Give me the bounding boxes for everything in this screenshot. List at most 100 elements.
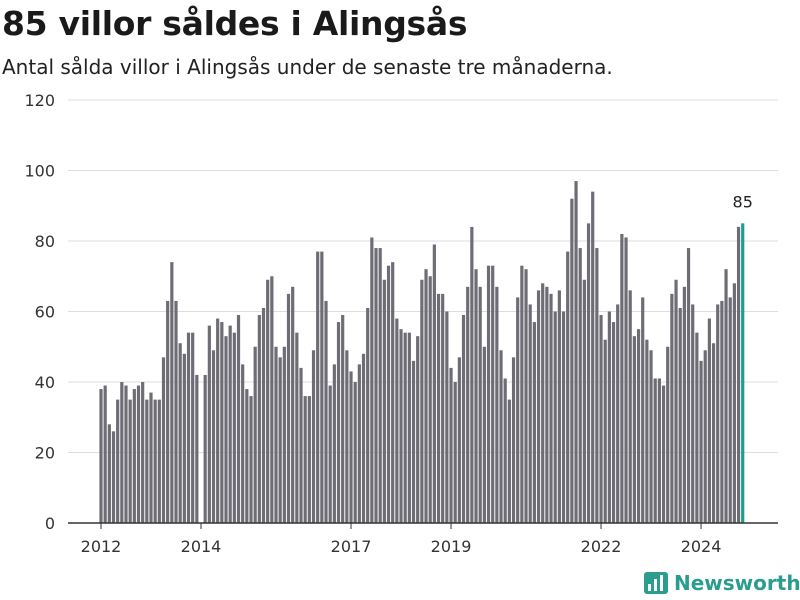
bar bbox=[695, 332, 699, 523]
bar bbox=[574, 181, 578, 523]
bar bbox=[566, 251, 570, 523]
newsworthy-logo: Newsworthy bbox=[644, 568, 800, 598]
bar bbox=[470, 226, 474, 523]
y-tick-label: 60 bbox=[35, 303, 55, 322]
chart-subtitle: Antal sålda villor i Alingsås under de s… bbox=[2, 55, 613, 79]
highlight-value-label: 85 bbox=[733, 192, 753, 211]
bar bbox=[495, 286, 499, 523]
bar bbox=[474, 269, 478, 523]
bar bbox=[211, 350, 216, 523]
bar bbox=[116, 399, 120, 523]
bar bbox=[182, 353, 186, 523]
bar bbox=[357, 364, 361, 523]
bar bbox=[157, 399, 161, 523]
bar bbox=[653, 378, 657, 523]
bar bbox=[732, 283, 736, 523]
bar bbox=[399, 329, 403, 523]
x-tick-label: 2019 bbox=[431, 537, 472, 556]
bar bbox=[586, 223, 591, 523]
bar bbox=[728, 297, 732, 523]
bar bbox=[316, 251, 320, 523]
bar bbox=[436, 293, 441, 523]
bar bbox=[261, 307, 266, 523]
bar bbox=[353, 382, 357, 523]
bar bbox=[557, 290, 561, 523]
bar bbox=[666, 346, 670, 523]
bar bbox=[520, 265, 524, 523]
bar bbox=[678, 307, 682, 523]
bar bbox=[257, 315, 261, 523]
bar bbox=[207, 325, 211, 523]
bar bbox=[516, 297, 520, 523]
bar bbox=[720, 300, 724, 523]
bar bbox=[391, 262, 395, 523]
bar bbox=[141, 382, 145, 523]
bar bbox=[482, 346, 486, 523]
bar bbox=[699, 360, 703, 523]
bar bbox=[570, 198, 574, 523]
bar bbox=[245, 389, 249, 523]
newsworthy-logo-text: Newsworthy bbox=[674, 571, 800, 595]
x-tick-label: 2024 bbox=[681, 537, 722, 556]
bar bbox=[249, 396, 253, 523]
bar bbox=[153, 399, 157, 523]
bar bbox=[628, 290, 632, 523]
bar bbox=[107, 424, 111, 523]
bar bbox=[295, 332, 299, 523]
bar bbox=[286, 293, 291, 523]
bar bbox=[216, 318, 220, 523]
bar bbox=[299, 367, 303, 523]
bar bbox=[674, 279, 678, 523]
bar bbox=[603, 339, 607, 523]
bar bbox=[645, 339, 649, 523]
bar bbox=[166, 300, 170, 523]
bar bbox=[99, 389, 103, 523]
x-tick-label: 2012 bbox=[81, 537, 122, 556]
bar bbox=[386, 265, 391, 523]
bar bbox=[203, 374, 207, 523]
bar bbox=[682, 286, 686, 523]
bar bbox=[186, 332, 191, 523]
x-tick-label: 2022 bbox=[581, 537, 622, 556]
bar bbox=[382, 279, 386, 523]
bar bbox=[428, 276, 432, 523]
bar bbox=[345, 350, 349, 523]
bar bbox=[195, 374, 199, 523]
bar bbox=[149, 392, 153, 523]
bar bbox=[320, 251, 324, 523]
bar bbox=[274, 346, 278, 523]
bar bbox=[736, 226, 741, 523]
bar bbox=[366, 307, 370, 523]
bar bbox=[407, 332, 411, 523]
bar bbox=[670, 293, 674, 523]
bar bbox=[341, 315, 345, 523]
bar bbox=[507, 399, 511, 523]
bar bbox=[466, 286, 470, 523]
bar bbox=[328, 385, 332, 523]
bar bbox=[641, 297, 645, 523]
bar bbox=[278, 357, 282, 523]
chart-title: 85 villor såldes i Alingsås bbox=[2, 4, 468, 43]
bar bbox=[616, 304, 620, 523]
bar bbox=[145, 399, 149, 523]
bar bbox=[707, 318, 711, 523]
highlight-bar bbox=[741, 223, 745, 523]
bar bbox=[220, 322, 224, 523]
y-tick-label: 80 bbox=[35, 232, 55, 251]
newsworthy-logo-icon bbox=[644, 572, 668, 594]
bar bbox=[486, 265, 491, 523]
bar bbox=[403, 332, 407, 523]
bar bbox=[132, 389, 136, 523]
bar bbox=[303, 396, 307, 523]
bar bbox=[224, 336, 228, 523]
bar bbox=[178, 343, 182, 523]
bar bbox=[595, 248, 599, 524]
bar bbox=[545, 286, 549, 523]
bar bbox=[636, 329, 641, 523]
bar bbox=[416, 336, 420, 523]
bar bbox=[432, 244, 436, 523]
bar bbox=[611, 322, 616, 523]
y-tick-label: 100 bbox=[24, 162, 55, 181]
bar bbox=[236, 315, 241, 523]
